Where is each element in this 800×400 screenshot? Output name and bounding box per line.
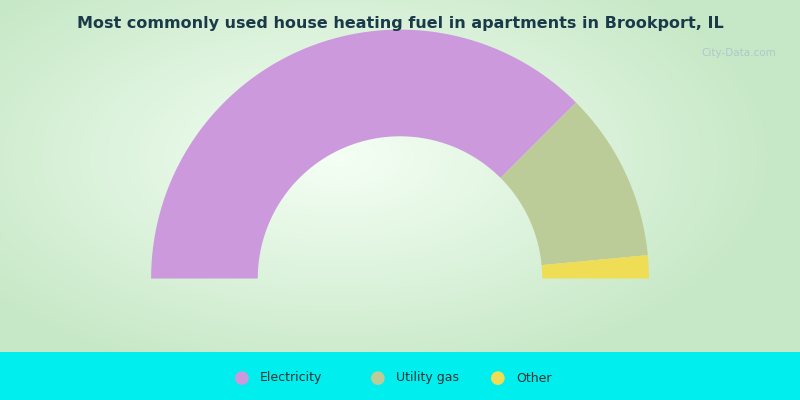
Text: ●: ● [370,369,386,387]
Text: Electricity: Electricity [260,372,322,384]
Polygon shape [501,102,648,265]
Polygon shape [542,255,649,278]
Text: ●: ● [490,369,506,387]
Text: Other: Other [516,372,551,384]
Text: Most commonly used house heating fuel in apartments in Brookport, IL: Most commonly used house heating fuel in… [77,16,723,31]
Text: City-Data.com: City-Data.com [702,48,776,58]
Polygon shape [151,30,576,278]
Text: Utility gas: Utility gas [396,372,459,384]
Text: ●: ● [234,369,250,387]
